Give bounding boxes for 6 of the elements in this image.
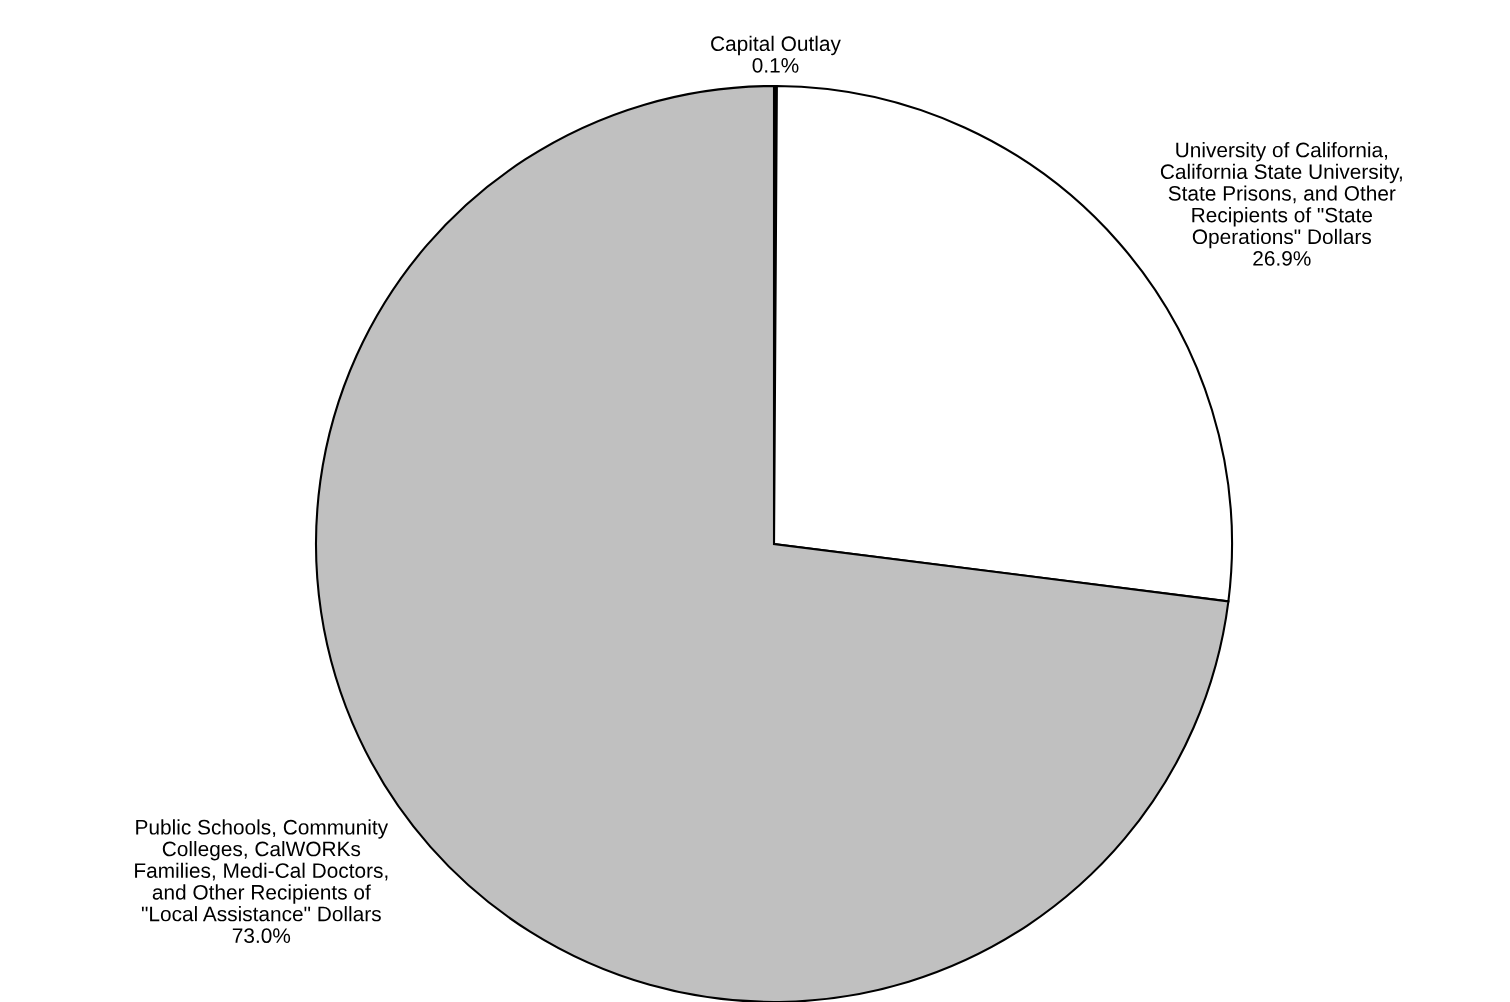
data-label: 26.9% bbox=[1253, 251, 1311, 266]
data-label: 73.0% bbox=[232, 928, 291, 944]
slice-label: Public Schools, Community Colleges, CalWORKs Families, Medi-Cal Doctors, and Other Recipients of "Local Assistance" Dollars bbox=[135, 819, 389, 922]
slice-label: Capital Outlay bbox=[711, 35, 841, 56]
slice-label: University of California, California State University, State Prisons, and Other Recipients of "State Operations" Dollars bbox=[1160, 142, 1402, 249]
data-label: 0.1% bbox=[752, 57, 799, 73]
